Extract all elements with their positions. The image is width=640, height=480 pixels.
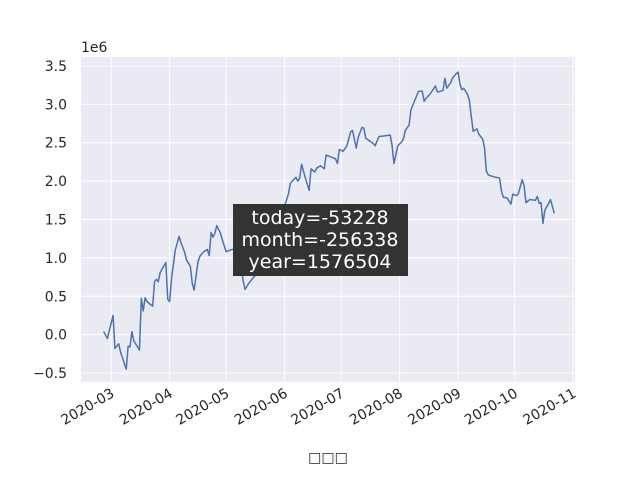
y-tick-label: 3.5 xyxy=(45,59,67,75)
x-tick-label: 2020-04 xyxy=(117,386,176,429)
y-tick-label: 1.5 xyxy=(45,213,67,229)
y-tick-label: 1.0 xyxy=(45,251,67,267)
y-tick-label: 0.5 xyxy=(45,289,67,305)
offset-label: 1e6 xyxy=(81,40,108,56)
tooltip-line: today=-53228 xyxy=(251,207,388,229)
tooltip-line: year=1576504 xyxy=(249,251,392,273)
y-tick-label: 0.0 xyxy=(45,328,67,344)
x-axis-label: □□□ xyxy=(308,450,348,466)
y-tick-label: 3.0 xyxy=(45,97,67,113)
x-tick-label: 2020-03 xyxy=(59,386,118,429)
x-tick-label: 2020-10 xyxy=(462,386,521,429)
x-tick-label: 2020-05 xyxy=(174,386,233,429)
tooltip: today=-53228 month=-256338 year=1576504 xyxy=(233,204,408,276)
y-tick-label: 2.5 xyxy=(45,136,67,152)
x-tick-label: 2020-08 xyxy=(347,386,406,429)
y-tick-label: 2.0 xyxy=(45,174,67,190)
y-tick-label: −0.5 xyxy=(33,366,67,382)
marks xyxy=(102,71,555,370)
series-line xyxy=(102,71,555,370)
x-tick-label: 2020-11 xyxy=(520,386,579,429)
x-tick-label: 2020-09 xyxy=(405,386,464,429)
x-tick-label: 2020-06 xyxy=(232,386,291,429)
tooltip-box xyxy=(233,204,408,276)
tooltip-line: month=-256338 xyxy=(242,229,399,251)
x-tick-label: 2020-07 xyxy=(289,386,348,429)
